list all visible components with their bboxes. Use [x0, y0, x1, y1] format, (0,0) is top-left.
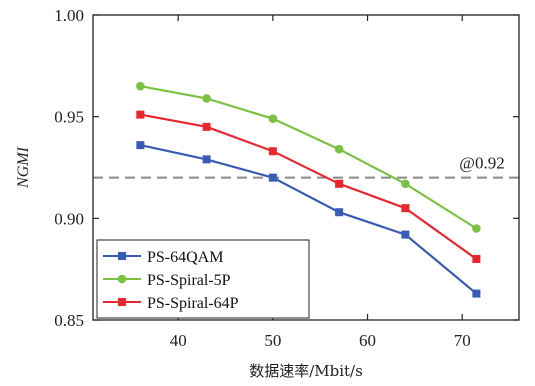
point-ps-64qam-4: [401, 230, 410, 239]
y-axis-title: NGMI: [15, 146, 32, 189]
series-layer: [136, 81, 481, 298]
x-tick-label-60: 60: [359, 331, 376, 350]
point-ps-spiral-5p-5: [472, 224, 481, 233]
series-ps-spiral-5p: [136, 81, 481, 233]
point-ps-spiral-5p-3: [334, 144, 344, 154]
legend-marker-ps-spiral-5p: [117, 274, 127, 284]
x-axis-title: 数据速率/Mbit/s: [249, 362, 363, 380]
legend-marker-ps-64qam: [118, 252, 126, 260]
axes-layer: 40 50 60 70 0.85 0.90 0.95 1.00: [54, 6, 519, 350]
point-ps-64qam-3: [335, 208, 344, 217]
y-tick-label-0.85: 0.85: [54, 311, 84, 330]
point-ps-64qam-1: [202, 155, 211, 164]
legend-item-ps-64qam: PS-64QAM: [103, 249, 223, 266]
x-tick-label-70: 70: [454, 331, 471, 350]
point-ps-spiral-5p-0: [136, 81, 145, 91]
x-tick-label-40: 40: [170, 331, 187, 350]
series-line-ps-64qam: [140, 144, 478, 295]
legend-label-ps-64qam: PS-64QAM: [147, 249, 223, 266]
x-tick-label-50: 50: [264, 331, 281, 350]
plot-frame: [92, 14, 520, 321]
point-ps-64qam-2: [268, 173, 277, 182]
legend: PS-64QAM PS-Spiral-5P PS-Spiral-64P: [96, 239, 310, 319]
y-tick-label-0.90: 0.90: [54, 209, 84, 228]
legend-item-ps-spiral-5p: PS-Spiral-5P: [103, 272, 231, 289]
point-ps-spiral-64p-4: [401, 204, 410, 213]
point-ps-spiral-5p-2: [268, 114, 278, 123]
series-line-ps-spiral-64p: [140, 113, 478, 260]
point-ps-spiral-64p-1: [202, 122, 211, 131]
y-tick-label-0.95: 0.95: [54, 108, 84, 127]
point-ps-spiral-64p-3: [335, 179, 344, 188]
point-ps-64qam-5: [472, 289, 481, 298]
point-ps-spiral-64p-2: [268, 147, 277, 156]
legend-label-ps-spiral-5p: PS-Spiral-5P: [147, 272, 231, 289]
series-ps-64qam: [136, 141, 481, 298]
legend-item-ps-spiral-64p: PS-Spiral-64P: [103, 295, 239, 312]
series-line-ps-spiral-5p: [140, 85, 477, 230]
point-ps-spiral-5p-4: [401, 179, 410, 189]
point-ps-64qam-0: [136, 141, 145, 150]
point-ps-spiral-64p-0: [136, 110, 145, 119]
reference-line-label: @0.92: [459, 154, 504, 173]
y-tick-label-1.00: 1.00: [54, 6, 84, 25]
point-ps-spiral-64p-5: [472, 255, 481, 263]
point-ps-spiral-5p-1: [202, 94, 211, 103]
legend-label-ps-spiral-64p: PS-Spiral-64P: [147, 295, 239, 312]
legend-marker-ps-spiral-64p: [118, 298, 126, 306]
series-ps-spiral-64p: [136, 110, 481, 263]
